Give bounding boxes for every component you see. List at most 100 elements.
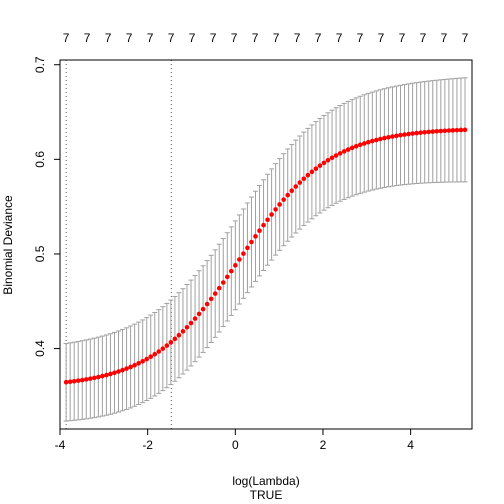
data-point (386, 134, 391, 140)
y-axis-title: Binomial Deviance (1, 195, 15, 295)
data-point (188, 320, 194, 326)
data-point (92, 375, 97, 381)
top-axis-label: 7 (63, 31, 70, 45)
data-point (79, 377, 85, 383)
data-point (309, 169, 315, 175)
data-point (442, 128, 448, 134)
data-point (220, 280, 226, 285)
top-axis-label: 7 (168, 31, 175, 45)
data-point (253, 234, 258, 239)
data-point (128, 364, 133, 370)
data-point (156, 349, 162, 354)
data-point (438, 128, 444, 134)
data-point (168, 340, 174, 345)
reference-lines (65, 60, 172, 429)
top-axis-label: 7 (126, 31, 133, 45)
data-point (152, 351, 158, 357)
top-axis-label: 7 (315, 31, 322, 45)
data-point (345, 147, 351, 152)
top-axis-label: 7 (189, 31, 196, 45)
data-point (212, 291, 218, 296)
data-point (148, 354, 154, 360)
data-point (104, 372, 109, 378)
data-point (160, 346, 166, 351)
data-point (108, 371, 113, 377)
data-point (132, 362, 137, 368)
data-point (140, 358, 145, 364)
top-axis-label: 7 (231, 31, 238, 45)
data-point (216, 285, 222, 291)
top-axis-label: 7 (294, 31, 301, 45)
data-point (353, 143, 359, 149)
data-point (382, 135, 387, 141)
x-tick-label: -4 (55, 438, 66, 452)
data-point (204, 301, 210, 307)
data-point (116, 369, 121, 374)
data-point (333, 153, 339, 158)
top-axis-label: 7 (105, 31, 112, 45)
data-point (426, 129, 432, 135)
top-axis-label: 7 (336, 31, 343, 45)
data-point (329, 155, 335, 161)
data-point (180, 329, 186, 334)
data-point (249, 239, 254, 245)
top-axis-label: 7 (252, 31, 259, 45)
data-point (321, 160, 327, 166)
data-point (136, 361, 141, 366)
top-axis-label: 7 (210, 31, 217, 45)
y-tick-label: 0.4 (33, 340, 47, 357)
top-axis-label: 7 (399, 31, 406, 45)
y-tick-label: 0.5 (33, 245, 47, 262)
top-axis-label: 7 (420, 31, 427, 45)
data-point (450, 128, 456, 133)
x-axis: -4 -2 0 2 4 (55, 428, 414, 452)
x-axis-subtitle: TRUE (250, 488, 283, 502)
data-point (75, 378, 81, 383)
data-point (313, 166, 319, 171)
data-point (200, 306, 206, 312)
data-point (124, 366, 129, 371)
data-point (265, 217, 270, 223)
data-point (261, 222, 266, 228)
data-point (305, 172, 311, 178)
data-point (96, 374, 101, 380)
y-tick-label: 0.6 (33, 151, 47, 168)
data-point (293, 184, 299, 189)
data-point (233, 263, 238, 268)
data-point (414, 130, 419, 136)
top-axis-label: 7 (84, 31, 91, 45)
data-point (390, 134, 395, 139)
data-point (100, 373, 105, 379)
data-point (120, 367, 125, 373)
data-point (273, 207, 278, 212)
data-point (229, 268, 234, 274)
data-point (349, 145, 355, 151)
top-axis-label: 7 (462, 31, 469, 45)
data-point (172, 336, 178, 342)
top-axis-label: 7 (147, 31, 154, 45)
y-tick-label: 0.7 (33, 56, 47, 73)
data-point (430, 129, 436, 134)
x-axis-title: log(Lambda) (232, 474, 299, 488)
data-point (71, 378, 77, 384)
x-tick-label: 4 (407, 438, 414, 452)
data-point (462, 127, 468, 133)
data-point (196, 311, 202, 317)
data-point (144, 356, 150, 362)
data-point (208, 296, 214, 302)
plot-frame (59, 59, 473, 430)
top-axis-label: 7 (273, 31, 280, 45)
data-point (88, 376, 93, 381)
data-point (317, 163, 323, 168)
data-point (241, 251, 246, 256)
x-tick-label: 0 (232, 438, 239, 452)
data-point (418, 130, 423, 135)
data-point (281, 197, 286, 202)
data-point (454, 127, 460, 133)
data-point (83, 377, 89, 382)
data-points (63, 127, 468, 385)
data-point (297, 180, 303, 185)
data-point (361, 141, 367, 146)
